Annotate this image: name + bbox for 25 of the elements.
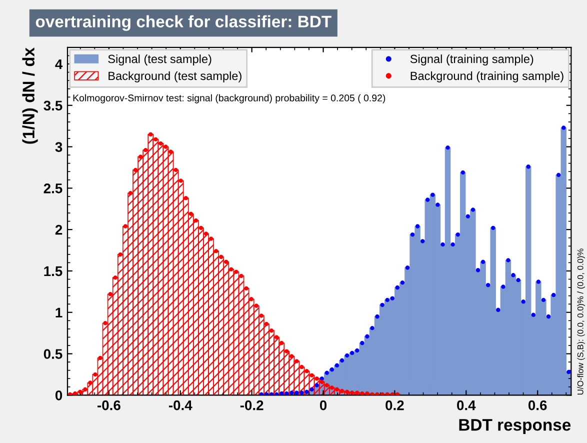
y-tick-label: 2.5 [44, 183, 62, 194]
y-tick-label: 1.5 [44, 266, 62, 276]
legend-label: Background (training sample) [410, 71, 564, 82]
legend-label: Background (test sample) [108, 71, 242, 82]
y-tick-label: 0.5 [44, 349, 62, 359]
x-tick-label: 0.4 [457, 400, 476, 410]
x-tick-label: 0 [320, 400, 327, 410]
y-tick-label: 2 [55, 224, 62, 235]
x-tick-label: 0.6 [528, 400, 547, 410]
y-axis-title: (1/N) dN / dx [22, 48, 38, 144]
legend-label: Signal (test sample) [108, 54, 212, 66]
x-tick-label: -0.4 [168, 400, 192, 410]
x-tick-label: -0.6 [98, 400, 120, 410]
y-tick-label: 3.5 [44, 100, 62, 111]
x-tick-label: 0.2 [386, 400, 404, 410]
y-tick-label: 3 [55, 142, 62, 152]
text: U/O-flow (S,B): (0.0, 0.0)% / (0.0, 0.0)% [577, 248, 585, 395]
chart-title: overtraining check for classifier: BDT [36, 15, 332, 31]
x-tick-label: -0.2 [240, 400, 264, 410]
x-axis-title: BDT response [459, 419, 571, 434]
legend-label: Signal (training sample) [410, 54, 534, 66]
y-tick-label: 0 [55, 390, 62, 400]
y-tick-label: 4 [55, 59, 63, 69]
annotation: Kolmogorov-Smirnov test: signal (background) probability = 0.205 ( 0.92) [73, 94, 386, 104]
y-tick-label: 1 [56, 308, 62, 318]
